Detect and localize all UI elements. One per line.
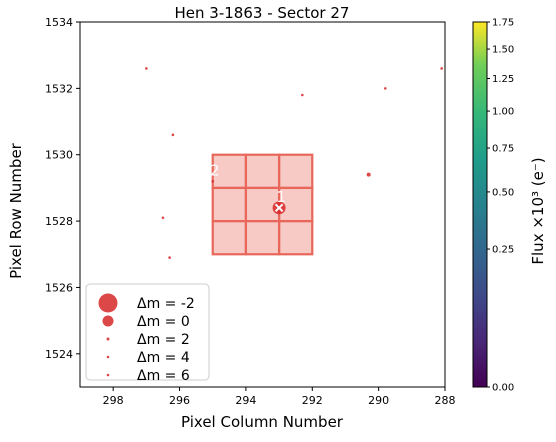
star-label: 1	[276, 188, 286, 206]
colorbar-label: Flux ×10³ (e⁻)	[529, 157, 547, 264]
star-marker	[383, 87, 387, 90]
star-marker	[211, 179, 215, 183]
star-label: 3	[366, 155, 376, 173]
legend-label: Δm = -2	[137, 296, 195, 312]
east-arrowhead	[365, 357, 374, 365]
x-tick-label: 296	[169, 394, 190, 407]
aperture-pixel	[244, 153, 281, 190]
colorbar	[472, 21, 488, 388]
chart-title: Hen 3-1863 - Sector 27	[175, 4, 350, 22]
y-tick-label: 1534	[45, 16, 73, 29]
legend-marker	[106, 373, 110, 377]
star-label: 2	[210, 161, 220, 179]
colorbar-tick-label: 1.00	[492, 107, 514, 118]
y-tick: 1532	[45, 82, 80, 95]
east-arrow	[368, 349, 408, 362]
legend-marker	[102, 315, 114, 327]
x-tick-label: 294	[235, 394, 256, 407]
star-marker	[161, 216, 165, 220]
x-axis-label: Pixel Column Number	[181, 413, 344, 431]
colorbar-tick: 0.75	[487, 144, 514, 155]
y-tick: 1534	[45, 16, 80, 29]
x-tick: 290	[368, 387, 389, 407]
x-tick: 288	[435, 387, 456, 407]
y-tick-label: 1526	[45, 281, 73, 294]
legend-label: Δm = 6	[137, 368, 190, 384]
target-marker	[274, 203, 284, 213]
legend-label: Δm = 2	[137, 332, 190, 348]
y-tick: 1526	[45, 281, 80, 294]
legend: Δm = -2 Δm = 0 Δm = 2 Δm = 4 Δm = 6	[85, 283, 210, 384]
star-label: 8	[382, 68, 392, 86]
y-tick: 1524	[45, 348, 80, 361]
star-label: 4	[167, 238, 177, 256]
plot-frame	[79, 21, 446, 388]
north-arrowhead	[392, 309, 400, 318]
colorbar-tick: 1.75	[487, 18, 514, 29]
x-tick-label: 298	[103, 394, 124, 407]
y-tick: 1528	[45, 215, 80, 228]
y-axis: 1524 1526 1528 1530 1532 1534	[45, 16, 80, 361]
x-tick: 292	[302, 387, 323, 407]
colorbar-ticks: 0.00 0.25 0.50 0.75 1.00 1.25 1.50 1.75	[487, 18, 514, 394]
aperture-pixel	[277, 219, 314, 256]
colorbar-tick-label: 0.50	[492, 187, 514, 198]
x-tick: 296	[169, 387, 190, 407]
aperture-pixel	[211, 186, 248, 223]
x-axis: 298 296 294 292 290 288	[103, 387, 456, 407]
legend-label: Δm = 0	[137, 314, 190, 330]
star-markers: 1 2 3 4 5 6 7 8 9	[144, 48, 443, 259]
colorbar-tick-label: 1.75	[492, 18, 514, 29]
colorbar-tick: 1.25	[487, 74, 514, 85]
colorbar-tick: 0.25	[487, 245, 514, 256]
aperture-pixel	[211, 219, 248, 256]
north-label: N	[391, 295, 398, 306]
legend-label: Δm = 4	[137, 350, 190, 366]
east-label: E	[354, 361, 360, 372]
star-marker	[366, 172, 371, 177]
x-tick-label: 288	[435, 394, 456, 407]
star-marker	[145, 67, 148, 70]
y-tick-label: 1528	[45, 215, 73, 228]
colorbar-tick: 0.50	[487, 187, 514, 198]
star-label: 6	[160, 198, 170, 216]
legend-marker	[98, 293, 118, 313]
north-arrow	[395, 311, 408, 351]
y-tick: 1530	[45, 149, 80, 162]
colorbar-tick-label: 0.75	[492, 144, 514, 155]
y-axis-label: Pixel Row Number	[7, 142, 25, 279]
star-label: 9	[144, 48, 154, 66]
y-tick-label: 1532	[45, 82, 73, 95]
star-label: 7	[170, 115, 180, 133]
colorbar-tick-label: 0.00	[492, 383, 514, 394]
colorbar-tick: 0.00	[487, 383, 514, 394]
y-tick-label: 1524	[45, 348, 73, 361]
compass: NE	[354, 295, 408, 372]
colorbar-tick-label: 1.50	[492, 45, 514, 56]
aperture-mask	[211, 153, 314, 256]
legend-box	[85, 283, 210, 381]
star-label: 5	[300, 75, 310, 93]
star-marker	[440, 67, 443, 70]
x-tick: 298	[103, 387, 124, 407]
star-marker	[171, 133, 175, 137]
aperture-pixel	[277, 153, 314, 190]
aperture-pixel	[244, 219, 281, 256]
legend-marker	[106, 337, 110, 341]
colorbar-tick-label: 0.25	[492, 245, 514, 256]
x-tick-label: 292	[302, 394, 323, 407]
y-tick-label: 1530	[45, 149, 73, 162]
legend-marker	[106, 355, 110, 359]
colorbar-tick: 1.00	[487, 107, 514, 118]
x-tick-label: 290	[368, 394, 389, 407]
x-tick: 294	[235, 387, 256, 407]
star-marker	[168, 256, 171, 259]
colorbar-tick: 1.50	[487, 45, 514, 56]
colorbar-tick-label: 1.25	[492, 74, 514, 85]
star-marker	[301, 93, 304, 97]
